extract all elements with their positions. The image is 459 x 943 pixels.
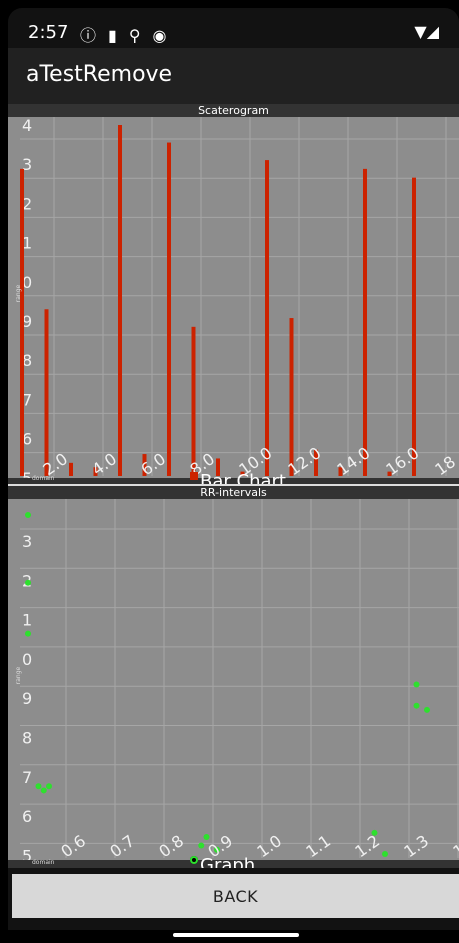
x-tick-label: 1 [449,840,459,861]
legend-marker [190,472,198,480]
navigation-bar [8,930,459,943]
y-tick-label: 2 [22,194,32,213]
data-point [371,829,378,836]
x-axis-band [8,478,459,484]
y-tick-label: 8 [22,729,32,748]
chart-title: Scaterogram [8,104,459,117]
bar [338,467,343,476]
rr-intervals-plot: 3210987650.60.70.80.91.01.11.21.31 [8,499,459,868]
x-axis-label: domain [32,475,55,482]
x-tick-label: 1.2 [351,831,383,861]
bar [142,454,147,476]
x-tick-label: 0.6 [57,831,89,861]
y-tick-label: 3 [22,532,32,551]
y-axis-label: range [15,666,23,685]
data-point [25,579,31,586]
x-tick-label: 4.0 [88,449,120,479]
x-tick-label: 1.3 [400,831,432,861]
status-right-icons: ▼◢ [414,22,439,41]
data-point [25,630,31,637]
sd-card-icon: ▮ [108,26,129,45]
data-point [25,512,31,518]
x-tick-label: 0.8 [155,831,187,861]
data-point [413,702,420,709]
y-tick-label: 6 [22,430,32,449]
back-button[interactable]: BACK [12,874,459,918]
bar [289,318,294,476]
usb-icon: ⚲ [128,26,153,45]
y-tick-label: 5 [22,846,32,865]
bar [167,142,171,477]
bar [69,462,73,476]
button-area: BACK [8,868,459,930]
x-tick-label: 14.0 [333,443,373,479]
status-time: 2:57 [28,22,69,43]
y-tick-label: 3 [22,155,32,174]
y-tick-label: 7 [22,390,32,409]
bar [93,467,98,476]
legend-marker [190,856,198,864]
y-tick-label: 8 [22,351,32,370]
bar [118,125,122,476]
x-tick-label: 0.7 [106,831,138,861]
bar [216,458,220,476]
home-handle[interactable] [173,933,299,937]
y-tick-label: 7 [22,768,32,787]
y-tick-label: 1 [22,234,32,253]
bar [44,309,49,476]
x-tick-label: 6.0 [137,449,169,479]
bar [412,177,416,476]
app-bar: aTestRemove [8,48,459,104]
rr-intervals-chart: RR-intervals 3210987650.60.70.80.91.01.1… [8,486,459,868]
data-point [424,706,430,713]
bar [20,168,24,476]
bar [265,160,269,476]
screen: 2:57 ⓘ▮⚲◉ ▼◢ aTestRemove Scaterogram 4 3 2… [8,8,459,943]
y-tick-label: 1 [22,611,32,630]
y-tick-label: 5 [22,469,32,484]
data-point [35,783,42,790]
x-tick-label: 16.0 [382,443,422,479]
data-point [46,783,52,790]
bar [240,471,245,476]
data-point [382,851,388,857]
data-point [413,681,420,688]
data-point [198,842,205,849]
legend-label: Bar Chart [200,471,286,484]
x-tick-label: 1.0 [253,831,285,861]
bar [387,471,392,476]
x-axis-label: domain [32,859,55,866]
chart-title: RR-intervals [8,486,459,499]
record-icon: ◉ [152,26,179,45]
y-tick-label: 6 [22,807,32,826]
bar [363,168,367,476]
y-tick-label: 4 [22,116,32,135]
y-tick-label: 9 [22,312,32,331]
wifi-icon: ▼ [414,22,427,41]
bar [191,326,196,476]
chart-divider [8,484,459,486]
data-point [40,787,47,794]
info-icon: ⓘ [80,26,109,45]
legend-label: Graph [200,855,256,868]
data-point [214,846,220,853]
y-tick-label: 0 [22,650,32,669]
signal-icon: ◢ [426,22,439,41]
x-tick-label: 18 [431,452,459,479]
y-axis-label: range [15,284,23,303]
y-tick-label: 9 [22,689,32,708]
app-title: aTestRemove [26,62,173,87]
data-point [203,834,210,841]
status-notification-icons: ⓘ▮⚲◉ [80,22,179,46]
x-axis-band [8,860,459,868]
x-tick-label: 1.1 [302,831,334,861]
bar [314,449,318,476]
y-tick-label: 0 [22,273,32,292]
scaterogram-chart: Scaterogram 4 3 2 1 0 9 8 7 6 5 2.0 4.0 6.0 8.0 10.0 12… [8,104,459,484]
